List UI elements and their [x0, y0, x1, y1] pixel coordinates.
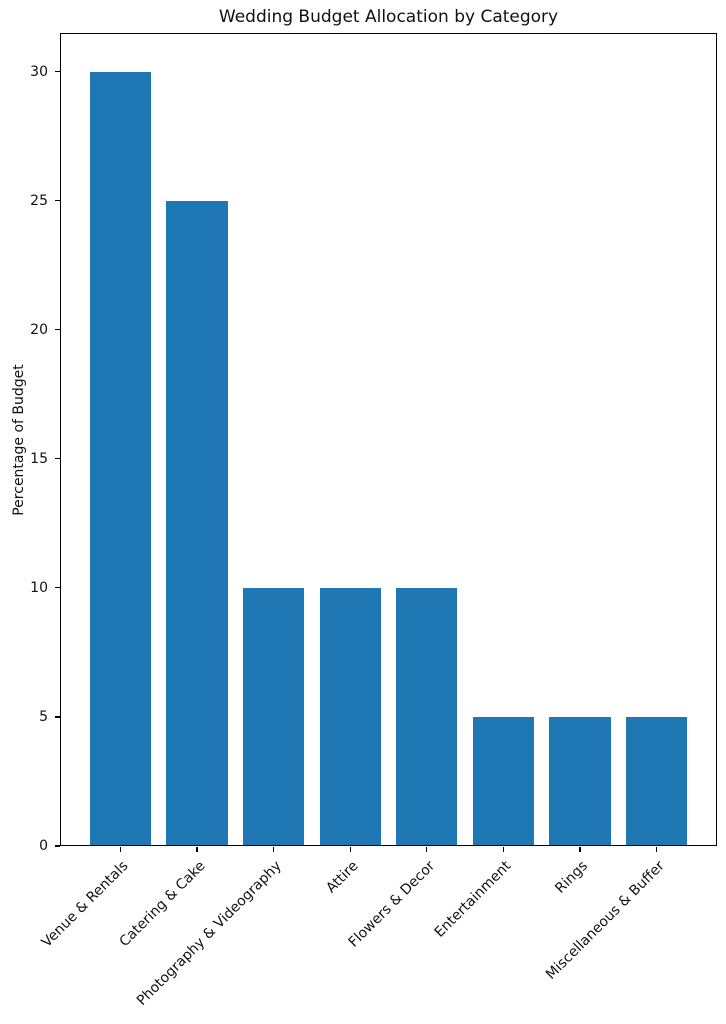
y-tick-label: 15: [30, 450, 48, 467]
x-tick-label: Entertainment: [431, 858, 515, 941]
x-tick-mark: [426, 847, 428, 852]
bar-1: [166, 200, 228, 845]
x-tick-label: Rings: [552, 858, 592, 897]
bar-5: [472, 716, 534, 845]
x-tick-mark: [502, 847, 504, 852]
x-tick-mark: [349, 847, 351, 852]
x-tick-label: Attire: [323, 858, 362, 897]
y-tick-mark: [55, 587, 60, 589]
bar-7: [625, 716, 688, 845]
bar-2: [243, 587, 305, 845]
y-tick-mark: [55, 458, 60, 460]
x-tick-mark: [196, 847, 198, 852]
y-tick-label: 0: [39, 838, 48, 854]
y-tick-label: 25: [30, 192, 48, 209]
y-tick-mark: [55, 716, 60, 718]
y-tick-label: 30: [30, 63, 48, 80]
y-tick-label: 20: [30, 321, 48, 338]
y-tick-mark: [55, 845, 60, 847]
bar-0: [89, 71, 152, 845]
x-tick-mark: [579, 847, 581, 852]
bar-3: [319, 587, 381, 845]
y-tick-mark: [55, 71, 60, 73]
x-tick-mark: [119, 847, 122, 852]
y-tick-mark: [55, 329, 60, 331]
x-tick-mark: [655, 847, 658, 852]
y-tick-mark: [55, 200, 60, 202]
x-tick-label: Photography & Videography: [133, 858, 285, 1009]
bar-6: [549, 716, 611, 845]
y-tick-label: 5: [39, 708, 48, 725]
plot-area: [60, 33, 717, 846]
bar-4: [396, 587, 458, 845]
y-axis-label: Percentage of Budget: [11, 364, 27, 516]
y-tick-label: 10: [30, 579, 48, 596]
chart-title: Wedding Budget Allocation by Category: [218, 7, 559, 27]
x-tick-mark: [273, 847, 275, 852]
